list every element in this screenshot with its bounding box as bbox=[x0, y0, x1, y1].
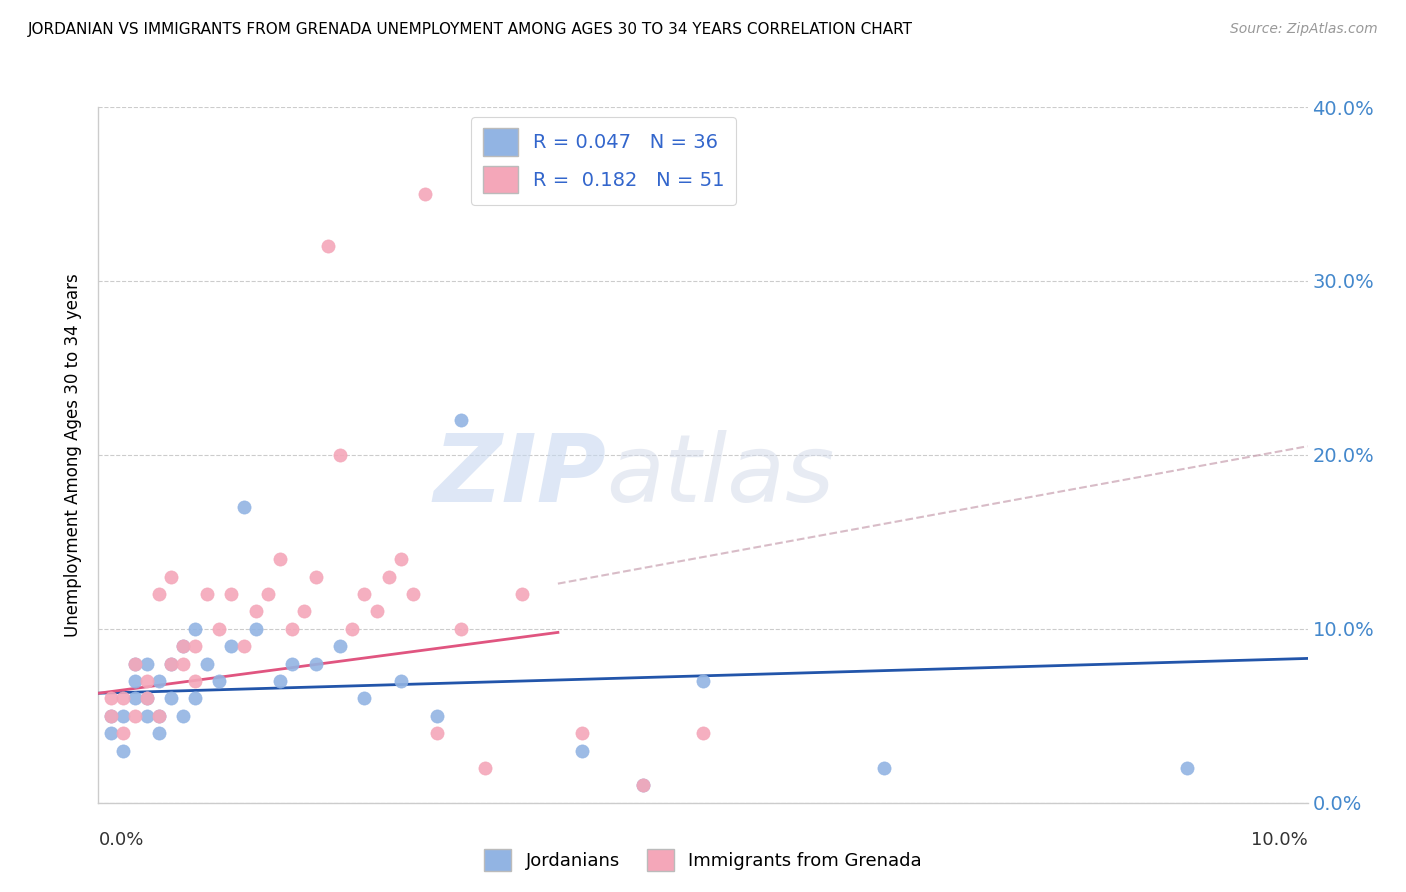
Point bbox=[245, 605, 267, 619]
Point bbox=[148, 674, 170, 689]
Point bbox=[353, 587, 375, 601]
Point bbox=[377, 570, 399, 584]
Point bbox=[342, 622, 364, 636]
Point bbox=[148, 708, 170, 723]
Point bbox=[111, 691, 134, 706]
Point bbox=[135, 657, 157, 671]
Point bbox=[160, 657, 183, 671]
Point bbox=[124, 708, 146, 723]
Point bbox=[389, 674, 412, 689]
Point bbox=[184, 691, 207, 706]
Text: JORDANIAN VS IMMIGRANTS FROM GRENADA UNEMPLOYMENT AMONG AGES 30 TO 34 YEARS CORR: JORDANIAN VS IMMIGRANTS FROM GRENADA UNE… bbox=[28, 22, 912, 37]
Point bbox=[221, 587, 243, 601]
Point bbox=[124, 674, 146, 689]
Point bbox=[450, 413, 472, 427]
Legend: R = 0.047   N = 36, R =  0.182   N = 51: R = 0.047 N = 36, R = 0.182 N = 51 bbox=[471, 117, 737, 205]
Point bbox=[450, 622, 472, 636]
Point bbox=[172, 639, 194, 653]
Point bbox=[389, 552, 412, 566]
Point bbox=[100, 708, 122, 723]
Point bbox=[692, 674, 714, 689]
Point bbox=[305, 657, 328, 671]
Point bbox=[329, 639, 352, 653]
Point bbox=[184, 639, 207, 653]
Point bbox=[160, 570, 183, 584]
Point bbox=[329, 448, 352, 462]
Legend: Jordanians, Immigrants from Grenada: Jordanians, Immigrants from Grenada bbox=[477, 842, 929, 879]
Text: 10.0%: 10.0% bbox=[1251, 830, 1308, 848]
Point bbox=[208, 674, 231, 689]
Point bbox=[281, 657, 304, 671]
Point bbox=[100, 708, 122, 723]
Point bbox=[426, 708, 449, 723]
Point bbox=[124, 657, 146, 671]
Point bbox=[135, 691, 157, 706]
Point bbox=[160, 657, 183, 671]
Point bbox=[208, 622, 231, 636]
Point bbox=[631, 778, 654, 792]
Point bbox=[402, 587, 425, 601]
Point bbox=[571, 744, 593, 758]
Point bbox=[1175, 761, 1198, 775]
Point bbox=[232, 500, 254, 514]
Point bbox=[426, 726, 449, 740]
Point bbox=[172, 708, 194, 723]
Point bbox=[100, 726, 122, 740]
Point bbox=[184, 622, 207, 636]
Text: ZIP: ZIP bbox=[433, 430, 606, 522]
Y-axis label: Unemployment Among Ages 30 to 34 years: Unemployment Among Ages 30 to 34 years bbox=[65, 273, 83, 637]
Point bbox=[353, 691, 375, 706]
Text: atlas: atlas bbox=[606, 430, 835, 521]
Point bbox=[148, 708, 170, 723]
Point bbox=[111, 708, 134, 723]
Point bbox=[631, 778, 654, 792]
Point bbox=[135, 674, 157, 689]
Point bbox=[245, 622, 267, 636]
Point bbox=[111, 726, 134, 740]
Text: 0.0%: 0.0% bbox=[98, 830, 143, 848]
Point bbox=[256, 587, 278, 601]
Point bbox=[148, 726, 170, 740]
Point bbox=[184, 674, 207, 689]
Point bbox=[292, 605, 315, 619]
Point bbox=[510, 587, 533, 601]
Point bbox=[305, 570, 328, 584]
Point bbox=[195, 657, 218, 671]
Point bbox=[148, 587, 170, 601]
Point bbox=[269, 674, 291, 689]
Point bbox=[195, 587, 218, 601]
Point bbox=[232, 639, 254, 653]
Point bbox=[873, 761, 896, 775]
Point bbox=[366, 605, 388, 619]
Point bbox=[160, 691, 183, 706]
Point bbox=[172, 639, 194, 653]
Point bbox=[269, 552, 291, 566]
Point bbox=[111, 744, 134, 758]
Point bbox=[316, 239, 339, 253]
Point bbox=[100, 691, 122, 706]
Point bbox=[281, 622, 304, 636]
Point bbox=[172, 657, 194, 671]
Point bbox=[135, 708, 157, 723]
Point bbox=[692, 726, 714, 740]
Point bbox=[474, 761, 496, 775]
Point bbox=[221, 639, 243, 653]
Point bbox=[413, 187, 436, 202]
Point bbox=[571, 726, 593, 740]
Point bbox=[124, 657, 146, 671]
Point bbox=[135, 691, 157, 706]
Text: Source: ZipAtlas.com: Source: ZipAtlas.com bbox=[1230, 22, 1378, 37]
Point bbox=[124, 691, 146, 706]
